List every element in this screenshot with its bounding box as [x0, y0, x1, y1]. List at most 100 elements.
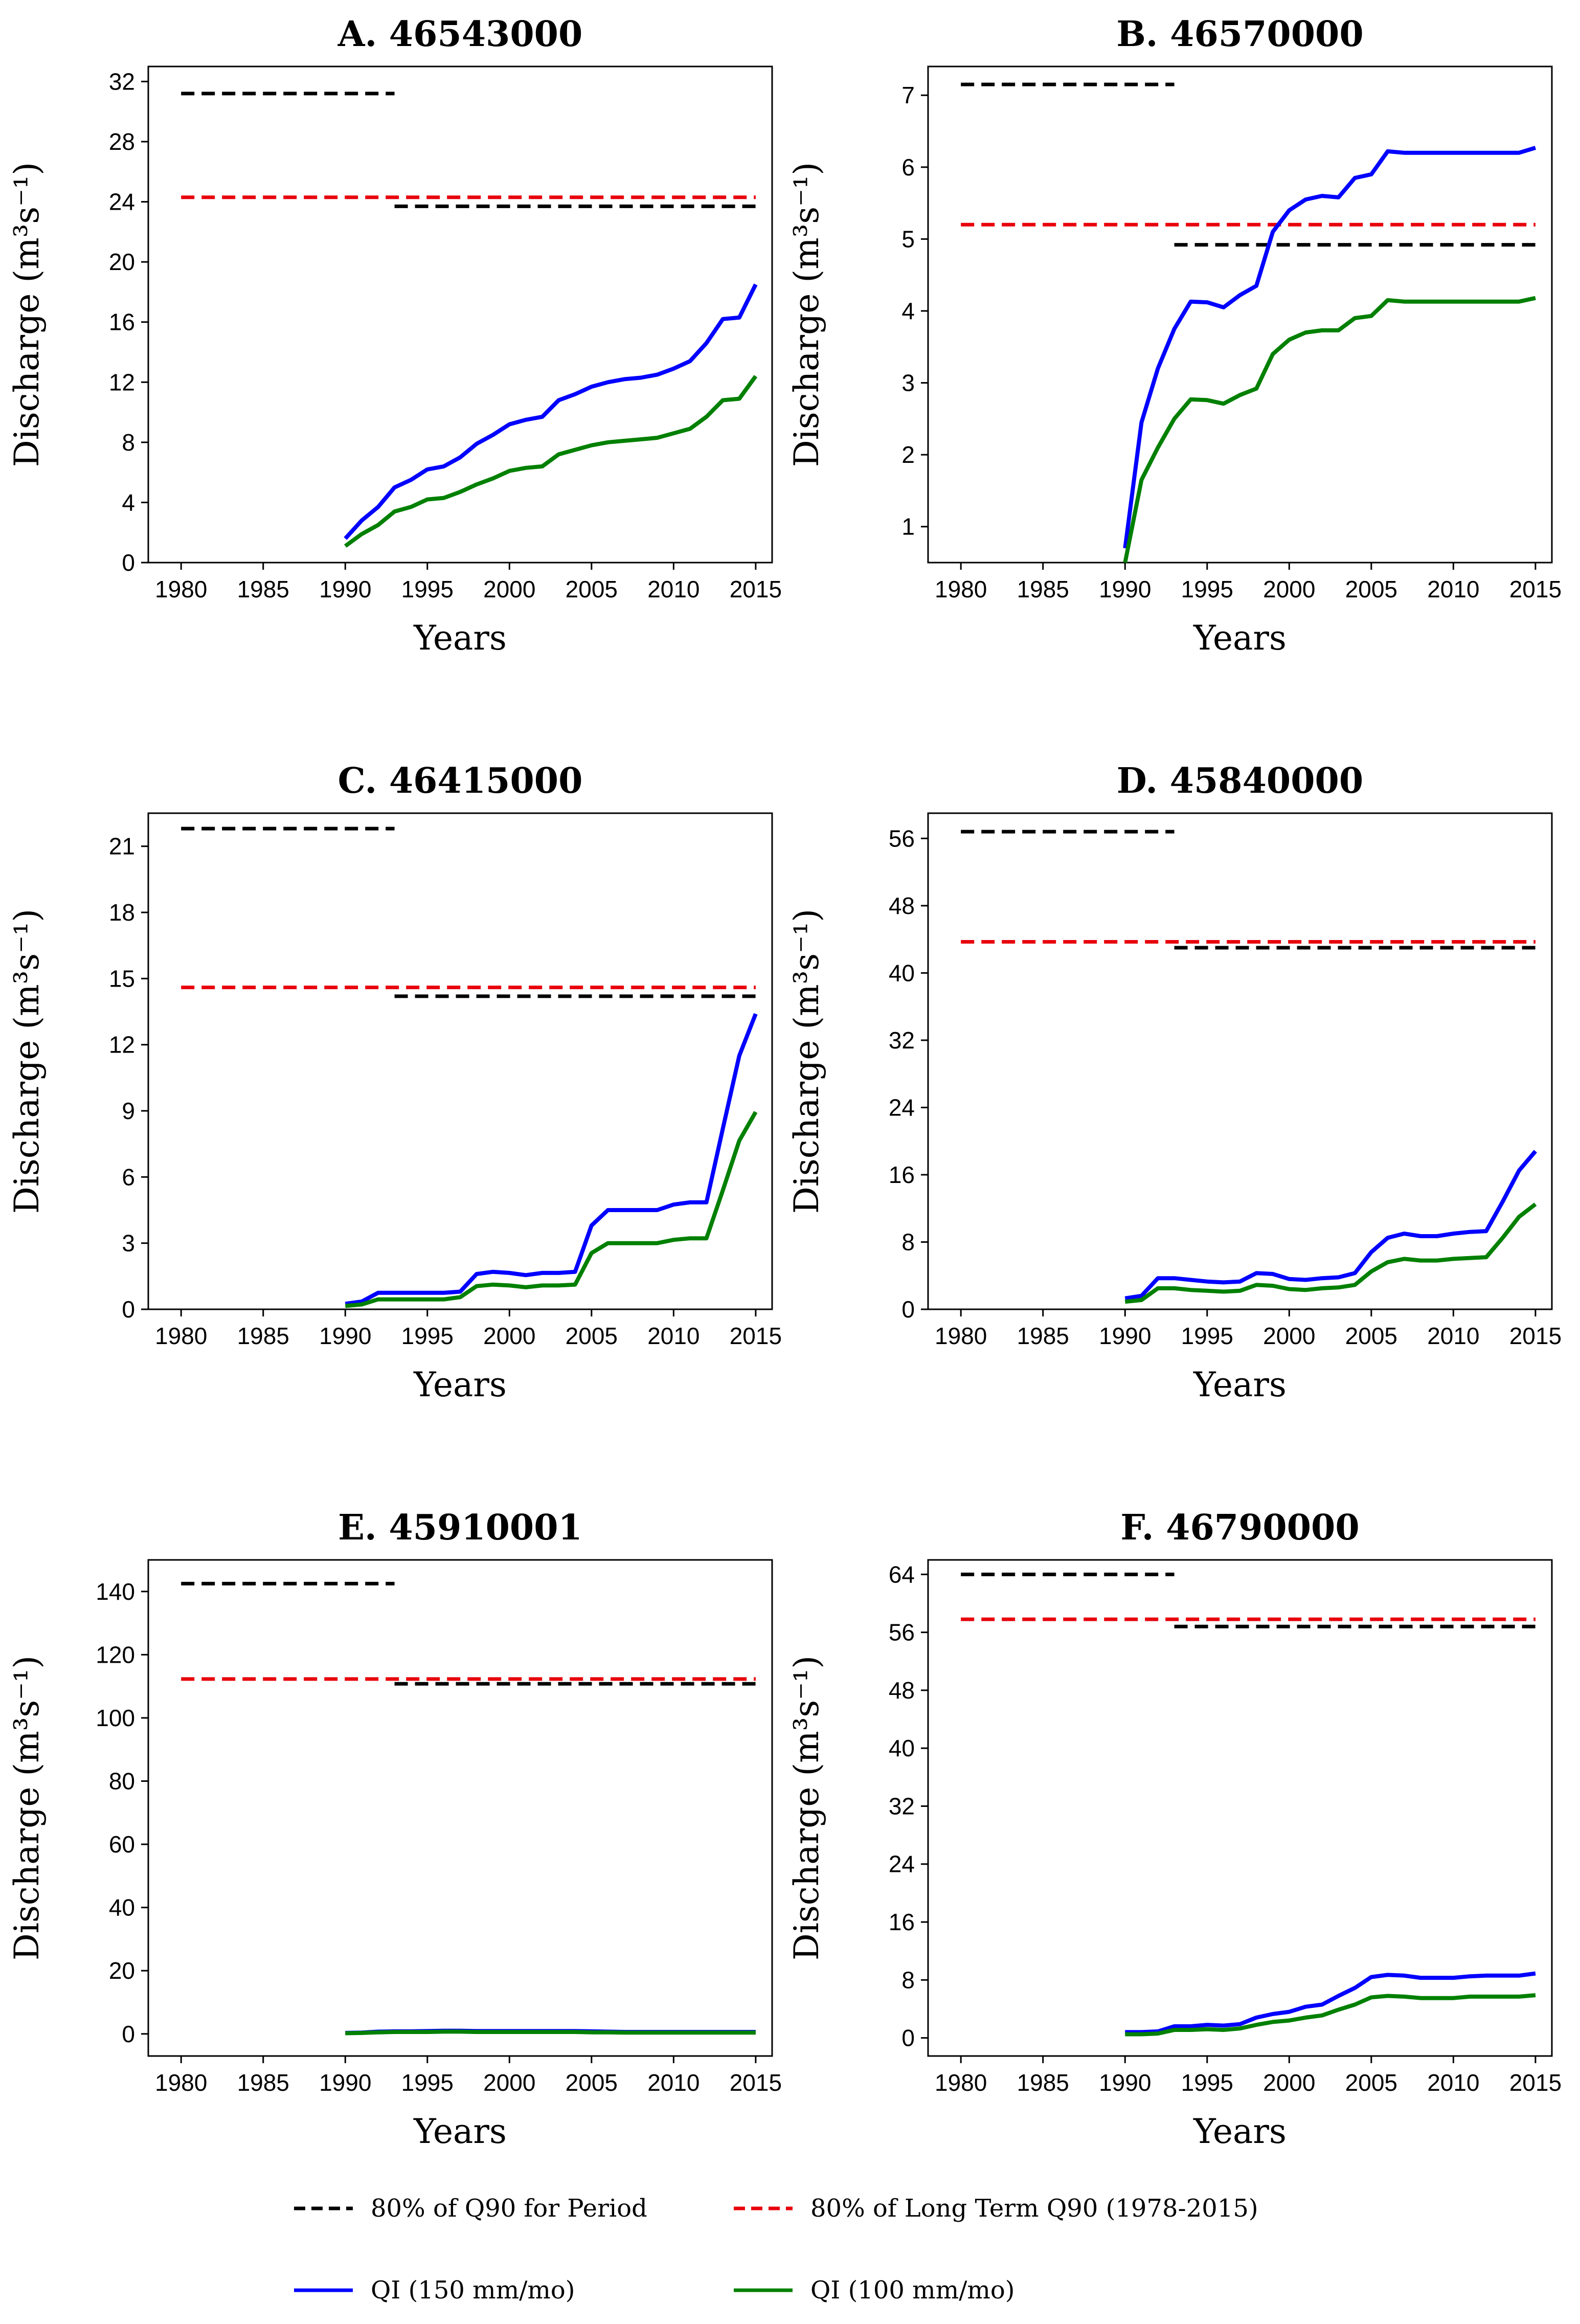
chart-title: F. 46790000 — [1120, 1507, 1359, 1548]
chart-title: B. 46570000 — [1116, 14, 1363, 55]
chart-title: C. 46415000 — [338, 761, 583, 801]
y-tick-label: 48 — [889, 892, 915, 919]
y-tick-label: 20 — [109, 249, 135, 275]
y-tick-label: 7 — [901, 82, 915, 108]
y-tick-label: 8 — [901, 1228, 915, 1255]
series-line — [1125, 1971, 1536, 2035]
x-tick-label: 2010 — [647, 1323, 699, 1349]
chart-title: E. 45910001 — [338, 1507, 582, 1548]
chart-panel: D. 45840000 1980 1985 1990 1995 2000 2005 2010 2… — [787, 761, 1562, 1404]
x-tick-label: 1985 — [1017, 1323, 1069, 1349]
x-tick-label: 2005 — [566, 2069, 618, 2096]
x-tick-label: 1995 — [401, 2069, 454, 2096]
chart-panel: F. 46790000 1980 1985 1990 1995 2000 2005 2010 2… — [787, 1507, 1562, 2151]
y-tick-label: 12 — [109, 369, 135, 395]
x-tick-label: 2010 — [647, 2069, 699, 2096]
y-axis-label: Discharge (m³s⁻¹) — [7, 909, 47, 1214]
y-tick-label: 100 — [96, 1705, 135, 1731]
plot-frame — [927, 812, 1553, 1310]
series-line — [344, 283, 758, 540]
y-tick-label: 120 — [96, 1641, 135, 1668]
y-tick-label: 6 — [901, 154, 915, 181]
y-tick-label: 12 — [109, 1032, 135, 1058]
plot-frame — [147, 1559, 773, 2057]
y-tick-label: 8 — [122, 429, 135, 456]
y-axis-label: Discharge (m³s⁻¹) — [7, 162, 47, 467]
legend-label: 80% of Q90 for Period — [371, 2194, 647, 2223]
plot-frame — [147, 812, 773, 1310]
y-tick-label: 60 — [109, 1831, 135, 1858]
x-tick-label: 2005 — [1345, 1323, 1397, 1349]
x-tick-label: 2015 — [730, 1323, 782, 1349]
x-tick-label: 1980 — [935, 576, 987, 602]
series-line — [1125, 1993, 1536, 2037]
y-tick-label: 32 — [889, 1793, 915, 1819]
y-tick-label: 40 — [109, 1894, 135, 1921]
x-tick-label: 2000 — [483, 576, 535, 602]
y-tick-label: 32 — [109, 68, 135, 95]
y-axis-label: Discharge (m³s⁻¹) — [787, 162, 826, 467]
x-tick-label: 1980 — [935, 1323, 987, 1349]
x-tick-label: 2015 — [730, 576, 782, 602]
y-axis-label: Discharge (m³s⁻¹) — [787, 1656, 826, 1960]
y-tick-label: 2 — [901, 441, 915, 468]
x-tick-label: 1980 — [935, 2069, 987, 2096]
plot-frame — [927, 65, 1553, 564]
x-tick-label: 2005 — [566, 576, 618, 602]
y-tick-label: 24 — [889, 1851, 915, 1878]
legend-item: QI (100 mm/mo) — [734, 2276, 1015, 2305]
x-tick-label: 2005 — [1345, 576, 1397, 602]
x-tick-label: 1985 — [1017, 2069, 1069, 2096]
y-tick-label: 40 — [889, 959, 915, 986]
y-tick-label: 5 — [901, 226, 915, 252]
x-axis-label: Years — [413, 2112, 507, 2151]
y-tick-label: 56 — [889, 825, 915, 852]
y-tick-label: 16 — [889, 1909, 915, 1935]
x-tick-label: 1990 — [1099, 2069, 1151, 2096]
y-tick-label: 0 — [122, 2021, 135, 2047]
x-tick-label: 1990 — [319, 576, 371, 602]
y-tick-label: 48 — [889, 1677, 915, 1704]
x-tick-label: 1985 — [237, 1323, 289, 1349]
y-tick-label: 24 — [109, 189, 135, 215]
x-tick-label: 1990 — [319, 1323, 371, 1349]
x-axis-label: Years — [413, 1365, 507, 1404]
y-tick-label: 3 — [901, 370, 915, 396]
y-tick-label: 20 — [109, 1957, 135, 1984]
y-axis-label: Discharge (m³s⁻¹) — [787, 909, 826, 1214]
x-tick-label: 2010 — [647, 576, 699, 602]
y-tick-label: 0 — [901, 2025, 915, 2051]
chart-title: A. 46543000 — [337, 14, 583, 55]
x-tick-label: 1985 — [237, 576, 289, 602]
x-tick-label: 1995 — [401, 1323, 454, 1349]
plot-frame — [147, 65, 773, 564]
x-tick-label: 2000 — [1263, 1323, 1315, 1349]
y-tick-label: 3 — [122, 1230, 135, 1257]
y-tick-label: 1 — [901, 513, 915, 540]
x-tick-label: 2015 — [1509, 2069, 1562, 2096]
series-line — [1124, 1202, 1537, 1304]
y-tick-label: 15 — [109, 965, 135, 992]
x-tick-label: 2000 — [1263, 2069, 1315, 2096]
y-tick-label: 16 — [109, 309, 135, 336]
x-tick-label: 2000 — [483, 1323, 535, 1349]
legend-item: 80% of Q90 for Period — [294, 2194, 647, 2223]
y-axis-label: Discharge (m³s⁻¹) — [7, 1656, 47, 1960]
x-tick-label: 2015 — [1509, 576, 1562, 602]
series-line — [345, 2029, 756, 2036]
x-tick-label: 1995 — [1181, 1323, 1233, 1349]
y-tick-label: 28 — [109, 128, 135, 155]
y-tick-label: 0 — [122, 549, 135, 576]
x-tick-label: 2005 — [1345, 2069, 1397, 2096]
y-tick-label: 24 — [889, 1094, 915, 1121]
x-tick-label: 2010 — [1427, 1323, 1479, 1349]
series-line — [1123, 296, 1536, 563]
x-tick-label: 1995 — [401, 576, 454, 602]
x-tick-label: 2000 — [483, 2069, 535, 2096]
series-line — [345, 1111, 758, 1308]
x-tick-label: 1995 — [1181, 2069, 1233, 2096]
x-tick-label: 2015 — [1509, 1323, 1562, 1349]
series-line — [345, 1013, 758, 1306]
series-line — [1123, 146, 1537, 549]
x-tick-label: 1985 — [1017, 576, 1069, 602]
